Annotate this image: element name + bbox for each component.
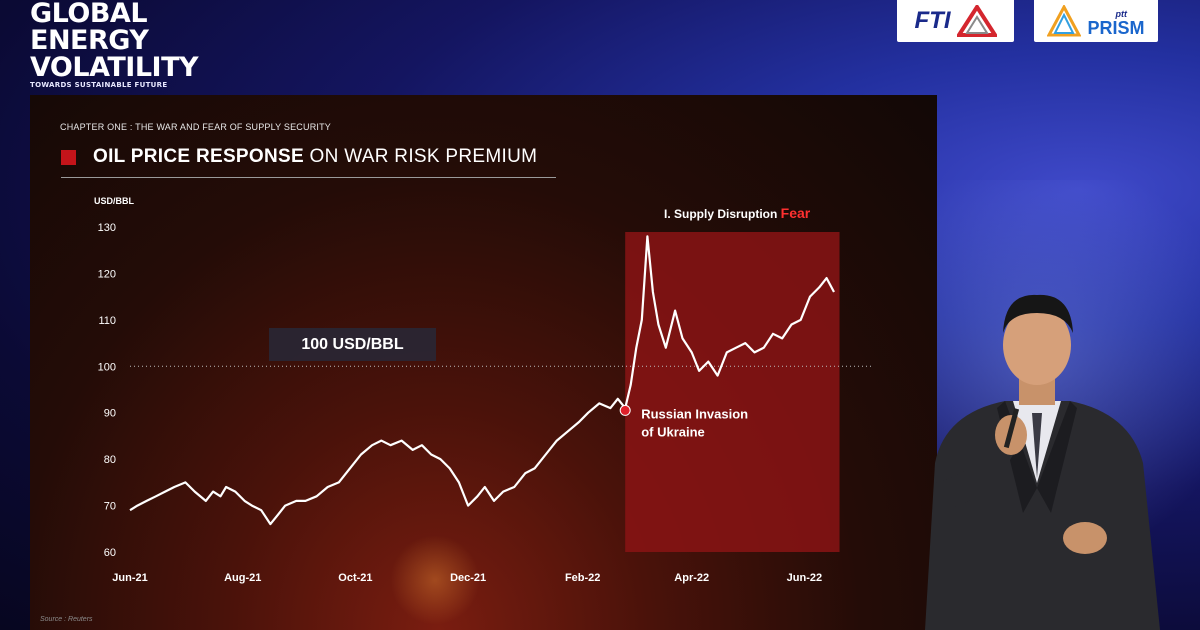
oil-price-chart: 60 70 80 90 100 110 120 130 Jun-21 Aug-21 Oct-21 D… <box>94 196 874 584</box>
highlight-label-emphasis: Fear <box>781 205 811 221</box>
y-axis-ticks: 60 70 80 90 100 110 120 130 <box>98 222 116 559</box>
title-light: ON WAR RISK PREMIUM <box>303 146 538 167</box>
y-tick-label: 110 <box>98 315 116 327</box>
y-tick-label: 130 <box>98 222 116 234</box>
fti-logo-text: FTI <box>914 7 951 34</box>
reference-line-label: 100 USD/BBL <box>269 328 436 361</box>
logo-line-3: VOLATILITY <box>30 52 199 83</box>
presenter <box>925 294 1160 630</box>
y-axis-label: USD/BBL <box>94 196 135 206</box>
prism-triangle-icon <box>1047 5 1082 37</box>
supply-disruption-highlight <box>625 232 840 552</box>
title-rule <box>61 177 556 178</box>
fti-triangle-icon <box>956 5 997 37</box>
y-tick-label: 70 <box>104 501 116 513</box>
highlight-label-main: I. Supply Disruption <box>664 207 781 221</box>
x-axis-ticks: Jun-21 Aug-21 Oct-21 Dec-21 Feb-22 Apr-22 Jun-… <box>112 572 822 584</box>
sunset-glow <box>390 535 480 625</box>
x-tick-label: Apr-22 <box>674 572 709 584</box>
x-tick-label: Jun-21 <box>112 572 147 584</box>
y-tick-label: 120 <box>98 268 116 280</box>
logo-line-1: GLOBAL <box>30 0 148 29</box>
event-logo: GLOBAL ENERGY VOLATILITY TOWARDS SUSTAIN… <box>30 0 199 90</box>
prism-logo-text: PRISM <box>1087 18 1145 38</box>
invasion-label-line-1: Russian Invasion <box>641 406 748 421</box>
title-bold: OIL PRICE RESPONSE <box>93 146 304 167</box>
chapter-label: CHAPTER ONE : THE WAR AND FEAR OF SUPPLY… <box>60 122 332 132</box>
slide-title: OIL PRICE RESPONSE ON WAR RISK PREMIUM <box>93 146 537 168</box>
x-tick-label: Oct-21 <box>338 572 372 584</box>
ptt-logo-text: ptt <box>1115 9 1127 19</box>
fti-logo: FTI <box>897 0 1014 42</box>
y-tick-label: 60 <box>104 547 116 559</box>
source-note: Source : Reuters <box>40 616 93 623</box>
y-tick-label: 90 <box>104 408 116 420</box>
presentation-slide: CHAPTER ONE : THE WAR AND FEAR OF SUPPLY… <box>30 95 937 630</box>
logo-tagline: TOWARDS SUSTAINABLE FUTURE <box>30 81 168 89</box>
x-tick-label: Dec-21 <box>450 572 486 584</box>
highlight-label: I. Supply Disruption Fear <box>664 205 811 221</box>
x-tick-label: Jun-22 <box>787 572 822 584</box>
logo-line-2: ENERGY <box>30 25 149 56</box>
brent-price-line <box>129 235 835 526</box>
y-tick-label: 80 <box>104 454 116 466</box>
ptt-prism-logo: ptt PRISM <box>1034 0 1158 42</box>
invasion-label-line-2: of Ukraine <box>641 424 705 439</box>
y-tick-label: 100 <box>98 361 116 373</box>
invasion-marker <box>619 404 631 416</box>
title-marker <box>61 150 76 165</box>
x-tick-label: Feb-22 <box>565 572 600 584</box>
x-tick-label: Aug-21 <box>224 572 261 584</box>
